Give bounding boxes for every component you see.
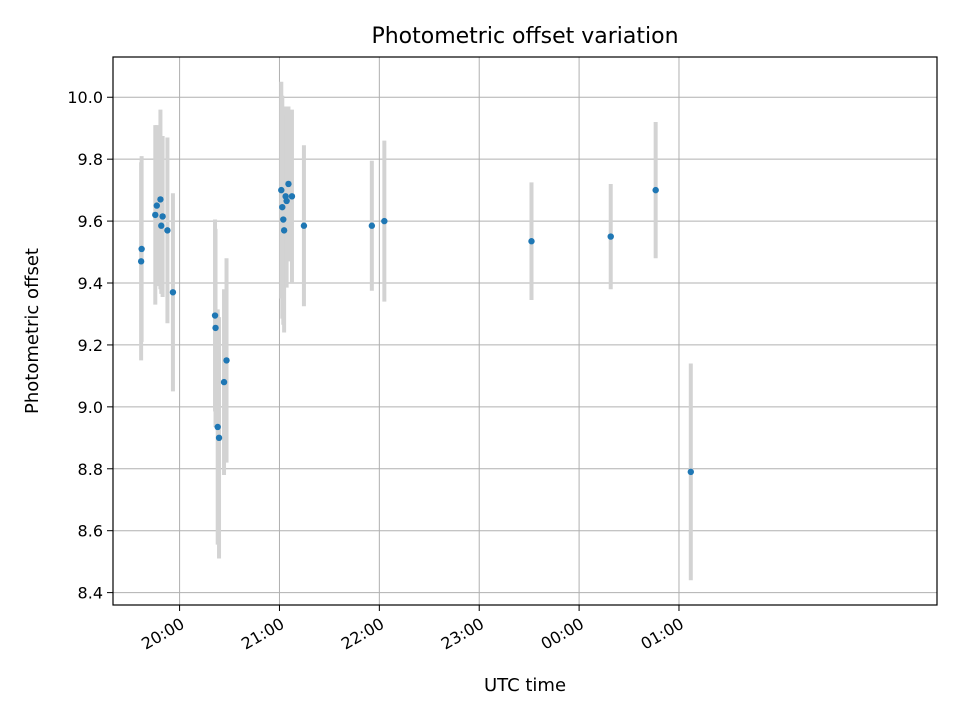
x-tick-label: 20:00 [138,614,187,654]
data-point [285,180,292,188]
x-tick-label: 21:00 [238,614,287,654]
data-point [164,227,171,234]
error-bars [139,81,693,581]
y-tick-label: 9.8 [78,150,103,169]
data-point [158,222,165,229]
data-point [169,289,177,296]
data-point [211,312,219,319]
chart-title: Photometric offset variation [371,24,678,49]
data-point [215,434,223,442]
x-tick-label: 01:00 [638,614,687,654]
data-point [283,197,290,205]
data-point [157,196,164,203]
data-point [280,216,287,223]
y-tick-label: 9.2 [78,336,103,355]
data-point [652,186,659,194]
y-tick-label: 9.0 [78,398,103,417]
y-tick-label: 9.6 [78,212,103,231]
y-axis-label: Photometric offset [22,248,43,414]
data-point [212,324,219,332]
data-point [152,211,159,219]
data-point [687,468,694,476]
y-tick-label: 8.4 [78,584,103,603]
data-point [153,202,160,209]
x-tick-label: 22:00 [338,614,387,654]
y-tick-label: 9.4 [78,274,103,293]
data-point [280,227,288,234]
data-point [138,245,145,253]
data-points [137,180,694,476]
grid-lines [113,57,937,605]
data-point [528,238,535,245]
data-point [278,186,285,194]
y-tick-label: 8.6 [78,522,103,541]
x-ticks: 20:00 21:00 22:00 23:00 00:00 01:00 [138,605,687,654]
data-point [279,203,286,211]
y-tick-label: 8.8 [78,460,103,479]
data-point [368,222,376,229]
data-point [607,233,614,240]
y-ticks: 8.4 8.6 8.8 9.0 9.2 9.4 9.6 9.8 10.0 [67,88,113,603]
x-axis-label: UTC time [484,675,566,696]
data-point [288,193,296,200]
data-point [159,213,166,220]
plot-frame [112,56,938,606]
y-tick-label: 10.0 [67,88,103,107]
data-point [214,423,221,431]
x-tick-label: 00:00 [538,614,587,654]
data-point [220,378,228,386]
data-point [300,222,308,229]
data-point [137,258,145,265]
data-point [223,357,230,364]
x-tick-label: 23:00 [438,614,487,654]
data-point [381,217,388,225]
